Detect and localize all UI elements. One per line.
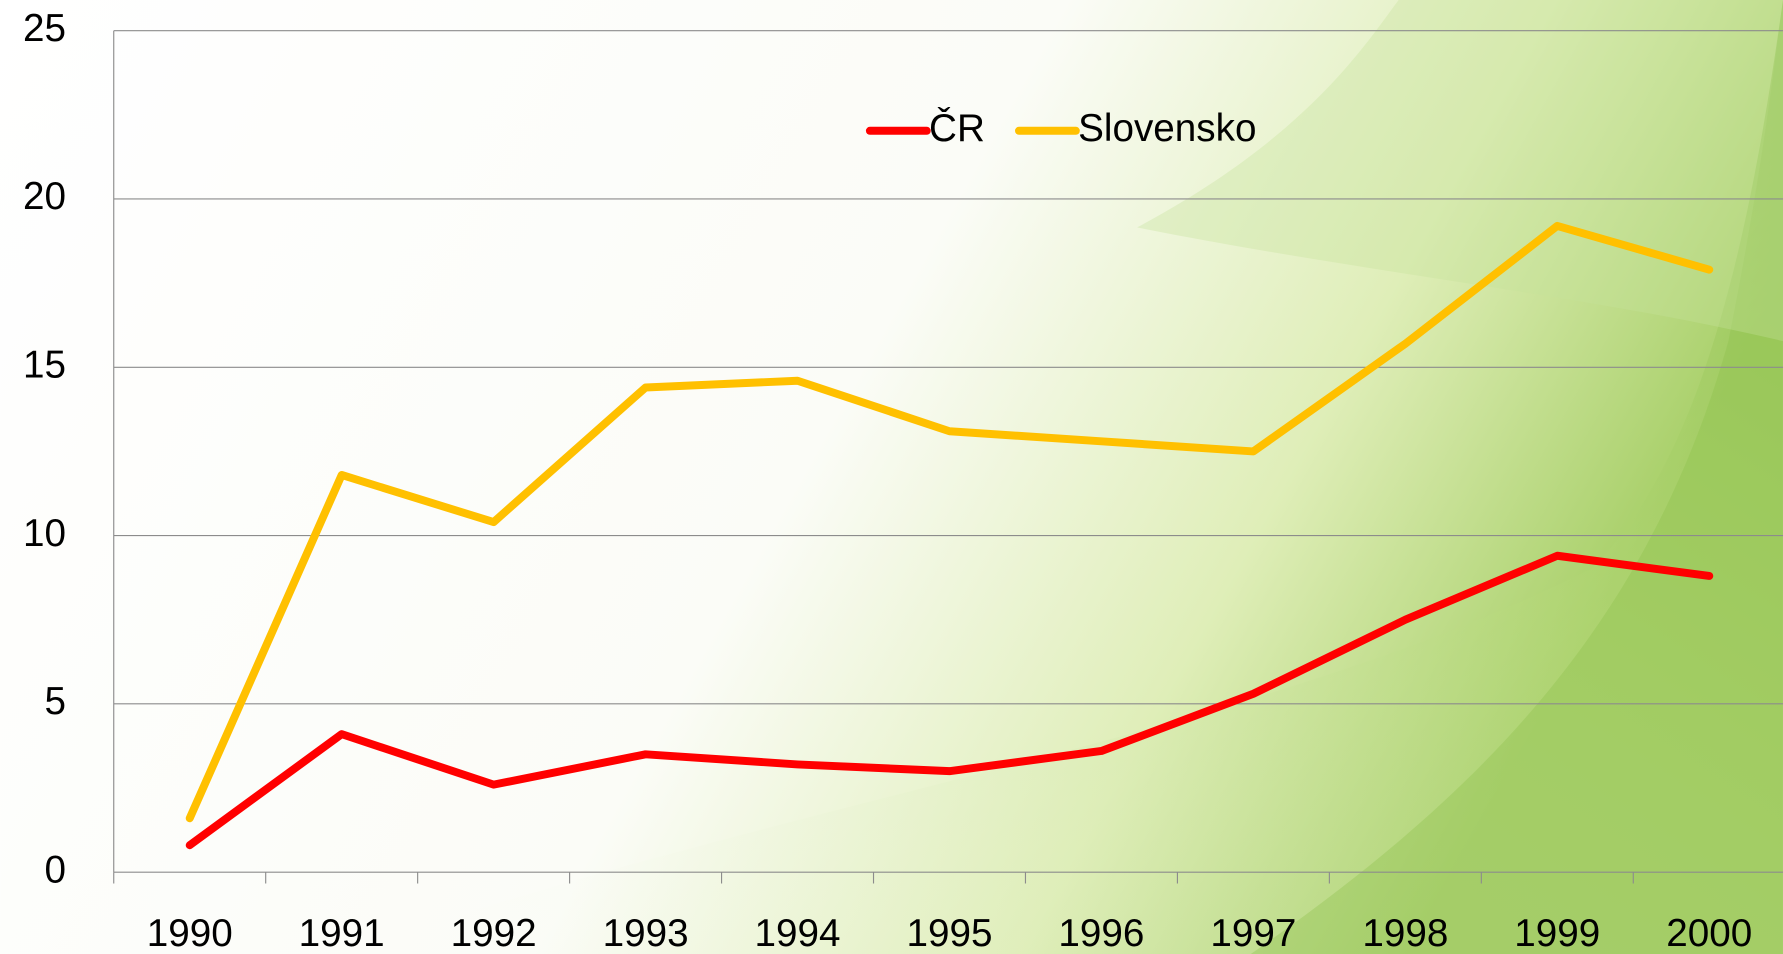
legend-label: ČR <box>929 106 985 150</box>
line-series <box>185 551 1714 850</box>
x-tick-label: 1996 <box>1058 912 1144 954</box>
background-swirl <box>1250 0 1783 954</box>
y-tick-label: 25 <box>23 7 66 50</box>
y-tick-label: 20 <box>23 175 66 218</box>
y-tick-label: 5 <box>44 680 66 723</box>
x-tick-label: 2000 <box>1666 912 1752 954</box>
background-swirl <box>341 0 1783 954</box>
x-tick-label: 1998 <box>1362 912 1448 954</box>
x-tick-label: 1992 <box>451 912 537 954</box>
line-series <box>185 221 1714 823</box>
legend-label: Slovensko <box>1078 107 1256 150</box>
x-tick-label: 1995 <box>906 912 992 954</box>
background-swirl <box>1137 0 1783 342</box>
plot-area: 0 5 10 15 20 25 1990 1991 1992 1993 1994 1995 1996 19… <box>23 7 1783 954</box>
y-tick-label: 10 <box>23 512 66 555</box>
y-tick-label: 0 <box>44 848 66 891</box>
x-tick-label: 1993 <box>603 912 689 954</box>
x-tick-label: 1991 <box>299 912 385 954</box>
y-tick-label: 15 <box>23 343 66 386</box>
x-tick-label: 1994 <box>755 912 841 954</box>
x-tick-label: 1990 <box>147 912 233 954</box>
x-tick-label: 1999 <box>1514 912 1600 954</box>
x-tick-label: 1997 <box>1210 912 1296 954</box>
